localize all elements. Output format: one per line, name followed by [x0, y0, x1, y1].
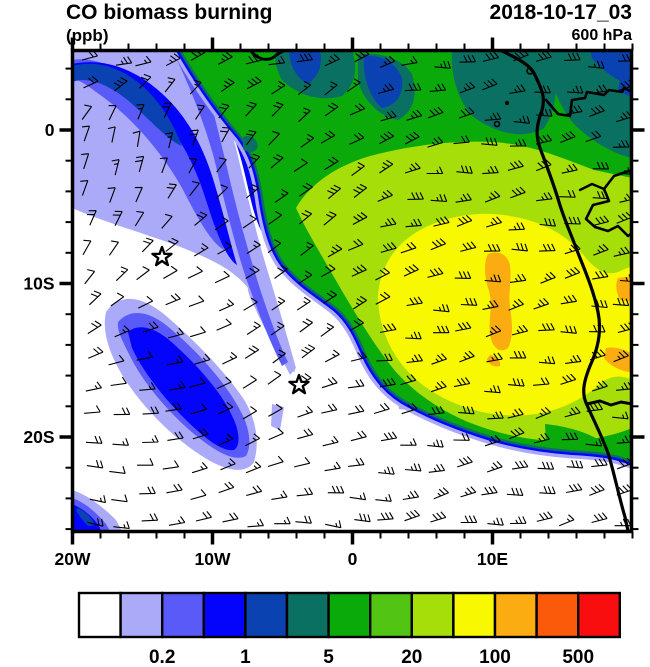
colorbar-box: [452, 591, 497, 639]
lat-tick-label: 0: [45, 120, 55, 140]
country-border: [584, 168, 632, 238]
lat-tick-label: 10S: [23, 274, 54, 294]
colorbar-tick-label: 20: [401, 647, 422, 667]
island: [526, 67, 534, 75]
lon-tick-label: 20W: [55, 549, 91, 569]
colorbar-box: [327, 591, 372, 639]
lon-tick-label: 10E: [477, 549, 508, 569]
island: [504, 100, 510, 106]
island: [493, 120, 501, 128]
country-border: [544, 86, 632, 118]
colorbar-tick-label: 500: [562, 647, 594, 667]
axes-frame: [59, 37, 645, 545]
colorbar-tick-label: 100: [479, 647, 511, 667]
star-marker: [288, 373, 310, 395]
colorbar-box: [285, 591, 330, 639]
colorbar-labels: 0.2 1 5 20 100 500: [149, 647, 594, 667]
units-label: (ppb): [66, 26, 109, 45]
country-border: [578, 182, 606, 192]
wind-barbs: [80, 50, 632, 530]
colorbar-box: [369, 591, 414, 639]
colorbar-box: [202, 591, 247, 639]
colorbar-tick-label: 0.2: [149, 647, 175, 667]
colorbar-box: [119, 591, 164, 639]
lon-tick-label: 10W: [195, 549, 231, 569]
lat-tick-label: 20S: [23, 427, 54, 447]
colorbar-box: [577, 591, 622, 639]
colorbar: [77, 591, 622, 639]
pressure-level: 600 hPa: [571, 27, 632, 44]
colorbar-box: [493, 591, 538, 639]
valid-datetime: 2018-10-17_03: [489, 1, 632, 24]
lon-tick-label: 0: [348, 549, 358, 569]
coastline-borders: [248, 50, 632, 532]
africa-west-coastline: [498, 50, 630, 532]
colorbar-box: [244, 591, 289, 639]
axis-labels: 0 10S 20S 20W 10W 0 10E: [23, 120, 508, 569]
colorbar-box: [77, 591, 122, 639]
colorbar-tick-label: 5: [323, 647, 334, 667]
colorbar-tick-label: 1: [240, 647, 251, 667]
colorbar-box: [160, 591, 205, 639]
colorbar-box: [535, 591, 580, 639]
map-fill-layers: [72, 50, 632, 532]
colorbar-box: [410, 591, 455, 639]
plot-title: CO biomass burning: [66, 1, 273, 24]
star-marker: [151, 245, 173, 267]
country-border: [585, 399, 632, 407]
